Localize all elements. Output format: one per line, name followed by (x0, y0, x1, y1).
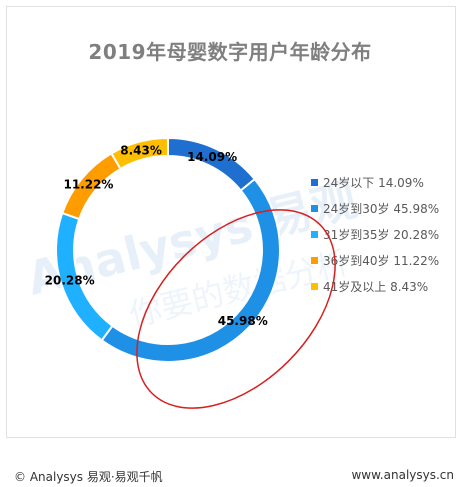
donut-slice-1 (167, 136, 257, 192)
legend: 24岁以下 14.09% 24岁到30岁 45.98% 31岁到35岁 20.28%… (311, 175, 439, 294)
legend-swatch-3 (311, 231, 318, 238)
legend-label-4: 36岁到40岁 11.22% (323, 253, 439, 268)
data-label-3: 20.28% (45, 274, 95, 288)
legend-label-5: 41岁及以上 8.43% (323, 279, 428, 294)
legend-label-3: 31岁到35岁 20.28% (323, 227, 439, 242)
legend-label-2: 24岁到30岁 45.98% (323, 201, 439, 216)
legend-swatch-5 (311, 283, 318, 290)
legend-swatch-4 (311, 257, 318, 264)
data-label-2: 45.98% (218, 314, 268, 328)
legend-swatch-1 (311, 179, 318, 186)
donut-slice-5 (110, 136, 169, 171)
data-label-5: 8.43% (120, 144, 162, 158)
footer-website: www.analysys.cn (351, 468, 454, 482)
footer-copyright: © Analysys 易观·易观千帆 (14, 470, 163, 484)
highlight-ellipse (136, 209, 336, 409)
donut-slices (55, 136, 281, 363)
legend-swatch-2 (311, 205, 318, 212)
chart-title: 2019年母婴数字用户年龄分布 (88, 40, 372, 64)
data-label-1: 14.09% (187, 150, 237, 164)
data-labels: 14.09% 45.98% 20.28% 11.22% 8.43% (45, 144, 268, 328)
legend-label-1: 24岁以下 14.09% (323, 175, 424, 190)
data-label-4: 11.22% (63, 178, 113, 192)
